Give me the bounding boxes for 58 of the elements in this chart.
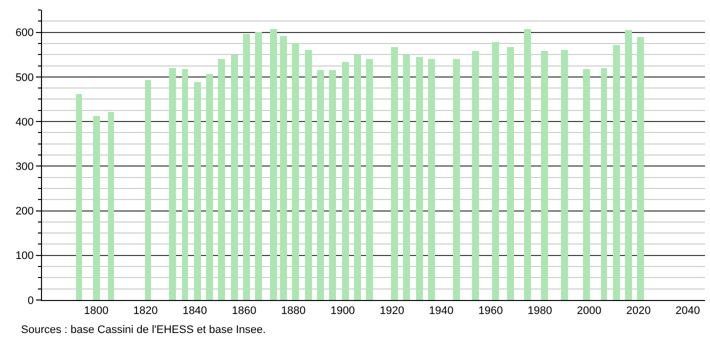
bar <box>93 116 100 300</box>
x-tick-label: 1980 <box>528 305 552 318</box>
x-tick-label: 2020 <box>626 305 651 318</box>
y-tick-label: 300 <box>15 161 34 173</box>
bar <box>541 51 548 300</box>
bar <box>625 30 632 300</box>
bar <box>601 68 607 300</box>
x-tick-label: 1920 <box>380 305 404 318</box>
source-note: Sources : base Cassini de l'EHESS et base Insee. <box>21 324 266 336</box>
bar <box>231 55 238 300</box>
bar <box>317 70 324 300</box>
y-tick-label: 0 <box>28 294 34 307</box>
x-tick-label: 1940 <box>429 305 454 318</box>
bar <box>76 94 82 300</box>
bar <box>342 62 349 300</box>
bar <box>255 32 262 300</box>
x-tick-label: 1820 <box>133 305 158 318</box>
bar <box>292 43 299 300</box>
x-tick-label: 2000 <box>576 305 602 318</box>
bar <box>472 51 479 300</box>
bar <box>194 82 201 300</box>
bar <box>403 55 410 300</box>
bar <box>169 68 176 300</box>
bar <box>561 50 568 300</box>
y-tick-label: 200 <box>15 206 34 218</box>
x-tick-label: 1900 <box>330 305 355 318</box>
bar <box>145 80 151 300</box>
bar <box>270 29 277 300</box>
bar <box>453 59 460 300</box>
bar <box>637 37 644 300</box>
bar <box>613 45 620 300</box>
x-tick-label: 1860 <box>232 305 256 318</box>
bar <box>507 47 514 300</box>
bar <box>206 74 213 300</box>
bar <box>108 112 114 300</box>
bar <box>354 55 361 300</box>
bar <box>391 47 398 300</box>
y-tick-label: 400 <box>15 116 34 128</box>
y-tick-label: 600 <box>15 27 34 40</box>
bar <box>583 69 590 300</box>
bar <box>416 57 423 300</box>
bar <box>280 36 287 300</box>
x-tick-label: 1840 <box>182 305 208 318</box>
bar <box>428 59 435 300</box>
bar <box>524 29 531 300</box>
y-tick-label: 100 <box>15 250 34 262</box>
x-tick-label: 1800 <box>84 305 108 318</box>
bar <box>218 59 225 300</box>
bar <box>243 34 250 300</box>
bar <box>305 50 312 300</box>
bar <box>182 69 188 300</box>
bar <box>492 42 499 300</box>
x-tick-label: 1960 <box>478 305 503 318</box>
x-tick-label: 1880 <box>281 305 306 318</box>
bar <box>329 70 336 300</box>
y-tick-label: 500 <box>15 72 34 84</box>
x-tick-label: 2040 <box>676 305 700 318</box>
bar <box>366 59 373 300</box>
